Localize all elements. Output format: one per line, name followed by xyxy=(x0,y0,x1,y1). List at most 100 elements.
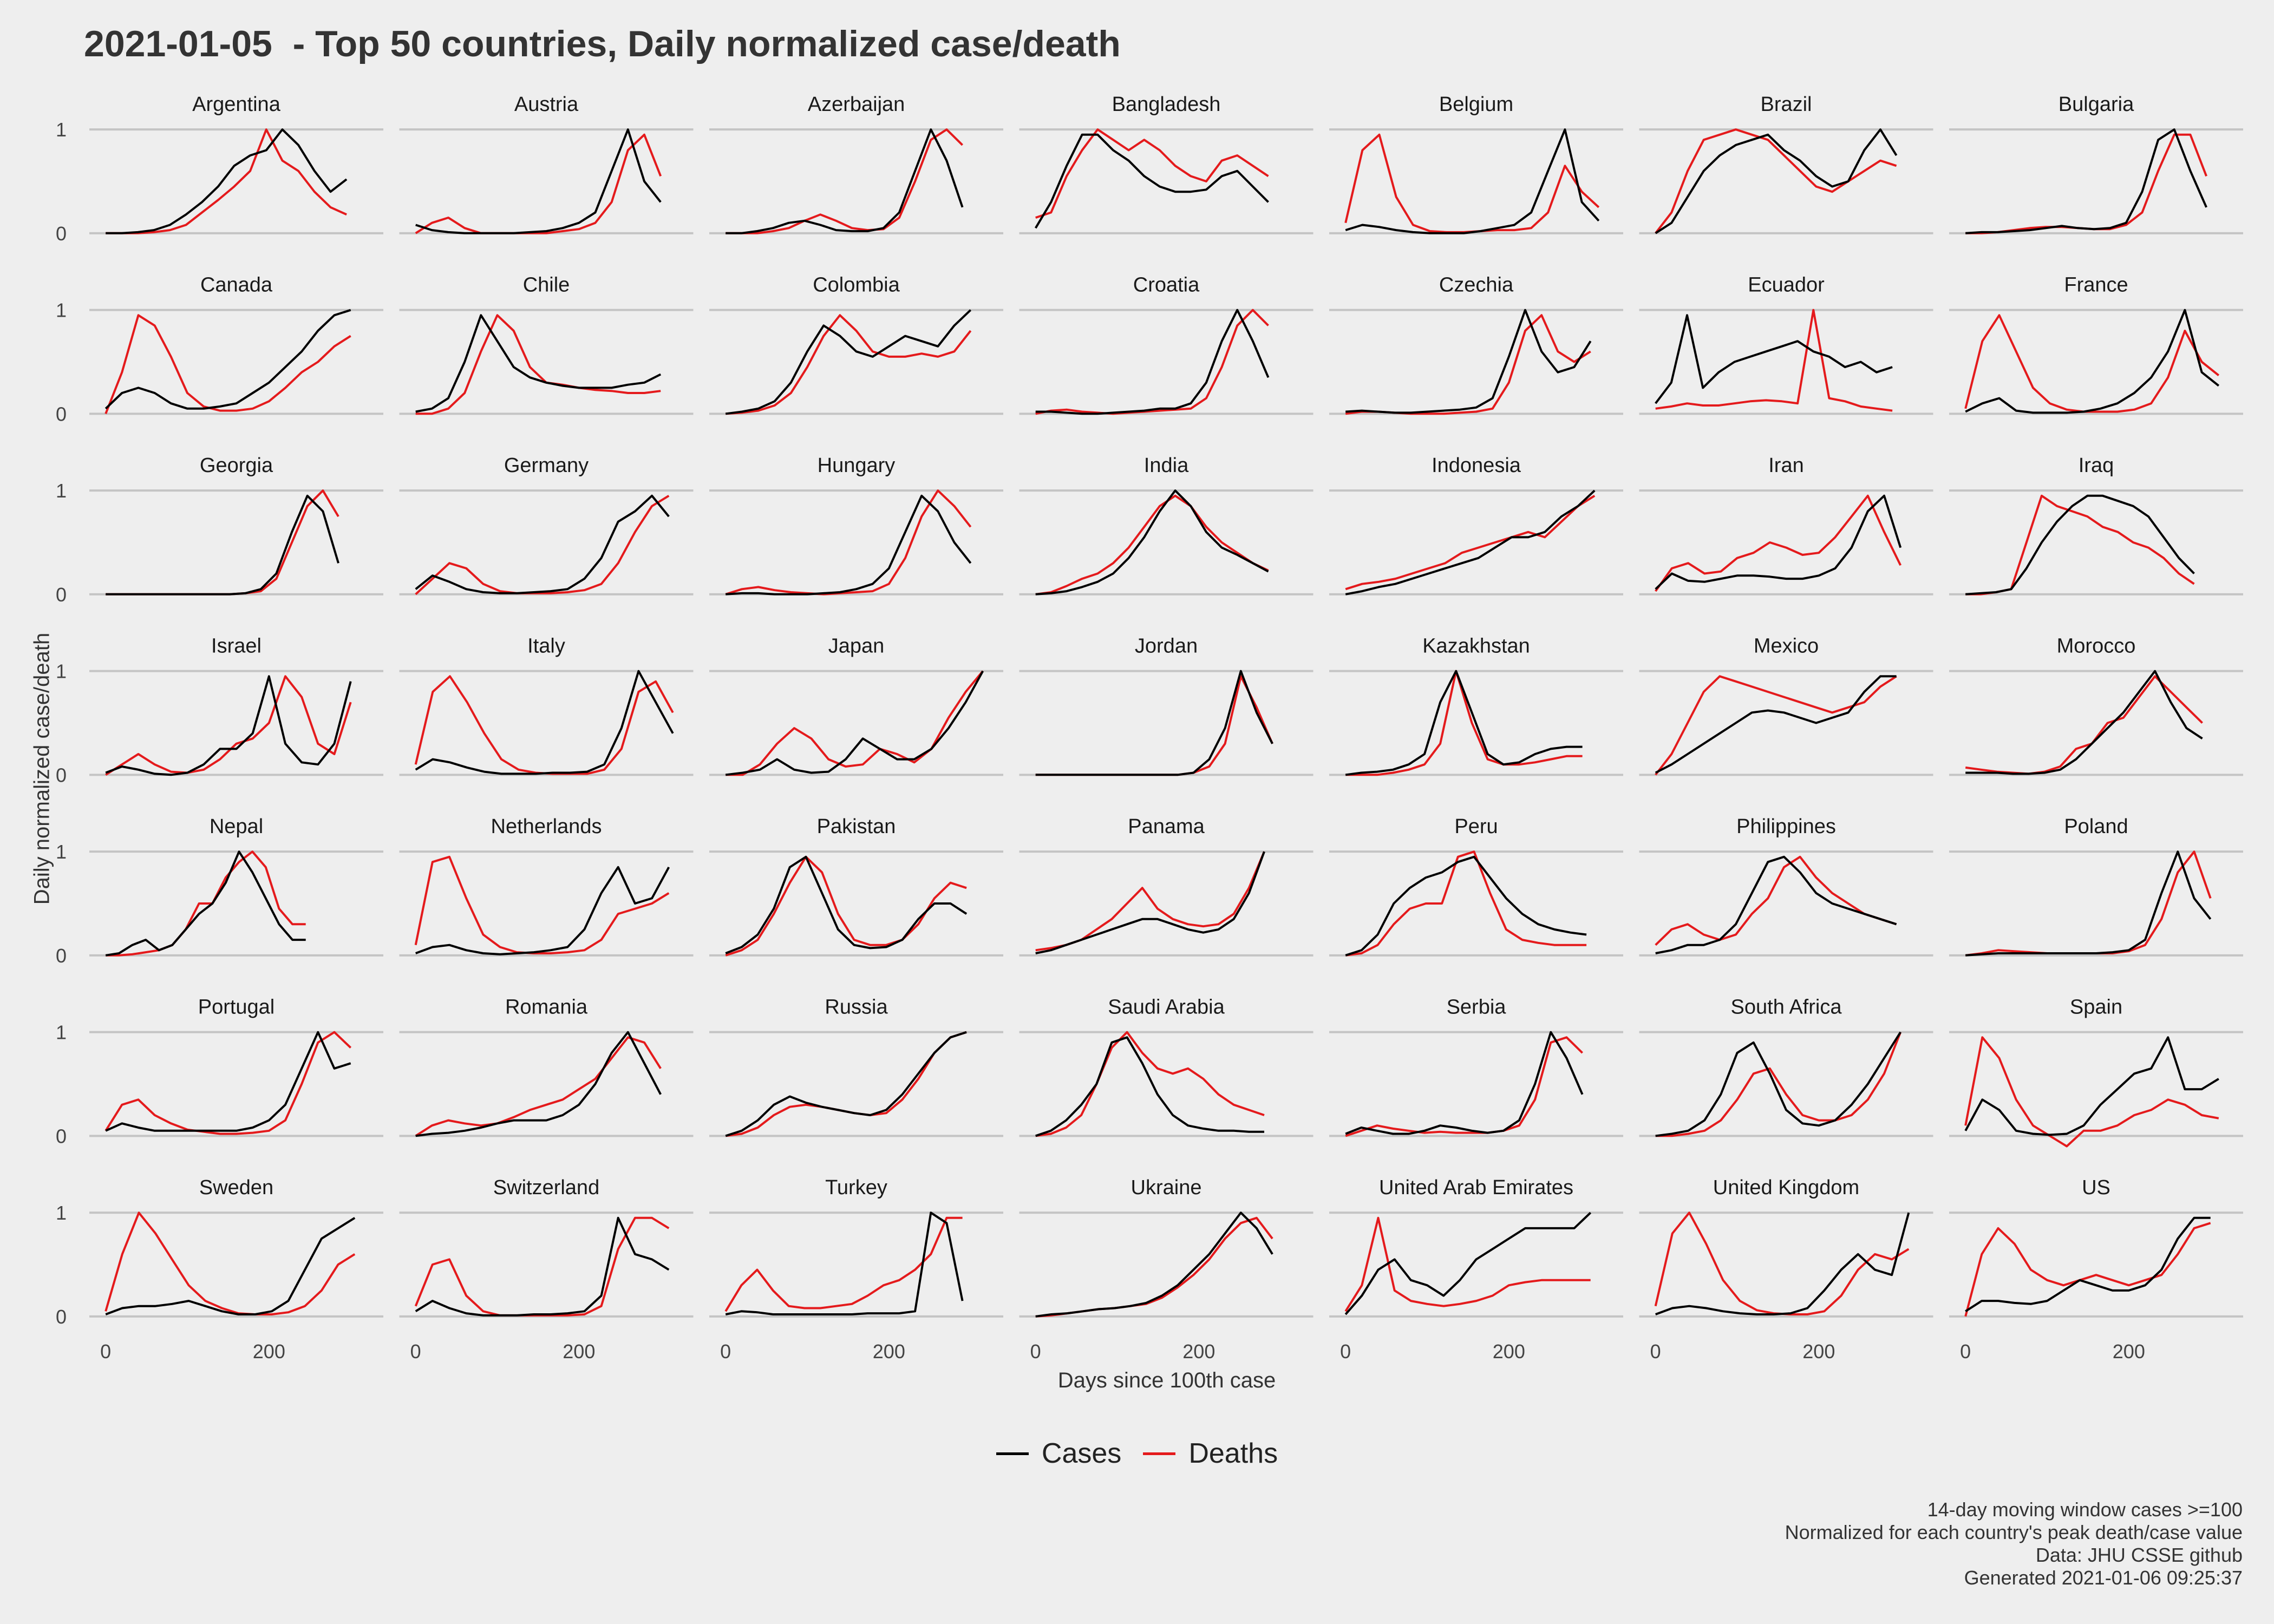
panel-title: India xyxy=(1144,454,1189,477)
series-line-deaths xyxy=(1345,850,1587,957)
panel-jordan: Jordan xyxy=(1019,635,1314,776)
series-line-cases xyxy=(106,128,348,234)
panel-title: Serbia xyxy=(1447,996,1507,1019)
panel-netherlands: Netherlands xyxy=(399,815,694,957)
series-line-deaths xyxy=(726,670,984,776)
series-line-cases xyxy=(1965,494,2195,595)
x-tick-label: 200 xyxy=(563,1340,595,1363)
panel-title: Colombia xyxy=(813,274,900,297)
series-line-deaths xyxy=(1035,494,1269,595)
panel-us: US 0 200 xyxy=(1949,1176,2243,1363)
panel-title: Brazil xyxy=(1760,93,1812,116)
y-tick-label: 0 xyxy=(56,403,67,425)
panel-title: Sweden xyxy=(199,1176,273,1199)
panel-title: Israel xyxy=(211,635,262,658)
legend-label-deaths: Deaths xyxy=(1188,1438,1278,1469)
panel-title: Peru xyxy=(1454,815,1498,838)
panel-bulgaria: Bulgaria xyxy=(1949,93,2243,234)
x-tick-label: 0 xyxy=(410,1340,421,1363)
panel-canada: Canada 0 1 xyxy=(56,274,383,425)
panel-peru: Peru xyxy=(1329,815,1623,957)
legend-key-cases xyxy=(996,1452,1029,1455)
series-line-deaths xyxy=(1655,675,1897,776)
panel-title: Bangladesh xyxy=(1112,93,1221,116)
series-line-deaths xyxy=(1345,314,1591,415)
series-line-deaths xyxy=(1655,494,1901,592)
x-tick-label: 200 xyxy=(1182,1340,1215,1363)
panel-united-arab-emirates: United Arab Emirates 0 200 xyxy=(1329,1176,1623,1363)
panel-title: Argentina xyxy=(192,93,281,116)
chart-title: 2021-01-05 - Top 50 countries, Daily nor… xyxy=(84,23,1121,64)
series-line-cases xyxy=(1965,1216,2211,1312)
panel-mexico: Mexico xyxy=(1639,635,1933,776)
series-line-deaths xyxy=(104,1031,352,1135)
series-line-cases xyxy=(1345,855,1587,957)
x-tick-label: 200 xyxy=(2113,1340,2145,1363)
series-line-deaths xyxy=(726,314,972,415)
x-tick-label: 0 xyxy=(1340,1340,1351,1363)
series-line-deaths xyxy=(105,675,352,776)
x-tick-label: 0 xyxy=(720,1340,731,1363)
series-line-deaths xyxy=(1965,850,2212,957)
panel-title: Panama xyxy=(1128,815,1205,838)
series-line-cases xyxy=(415,494,670,594)
panel-title: Austria xyxy=(514,93,579,116)
panel-ukraine: Ukraine 0 200 xyxy=(1019,1176,1314,1363)
panel-france: France xyxy=(1949,274,2243,415)
series-line-cases xyxy=(415,670,674,775)
panel-title: Croatia xyxy=(1133,274,1200,297)
series-line-cases xyxy=(1035,309,1270,415)
panel-romania: Romania xyxy=(399,996,694,1137)
caption-line-normalized: Normalized for each country's peak death… xyxy=(1785,1521,2243,1543)
series-line-deaths xyxy=(106,850,306,957)
y-tick-label: 0 xyxy=(56,1125,67,1147)
y-tick-label: 0 xyxy=(56,584,67,606)
series-line-cases xyxy=(1965,670,2203,775)
caption-line-generated: Generated 2021-01-06 09:25:37 xyxy=(1964,1567,2243,1589)
panel-india: India xyxy=(1019,454,1314,595)
x-axis-title: Days since 100th case xyxy=(1057,1368,1276,1392)
panel-title: Bulgaria xyxy=(2059,93,2134,116)
panel-brazil: Brazil xyxy=(1639,93,1933,234)
series-line-deaths xyxy=(1655,309,1893,412)
series-line-cases xyxy=(1655,1031,1901,1137)
panel-hungary: Hungary xyxy=(709,454,1003,595)
caption-line-window: 14-day moving window cases >=100 xyxy=(1927,1498,2243,1521)
panel-title: Chile xyxy=(523,274,570,297)
series-line-cases xyxy=(726,494,972,595)
y-tick-label: 1 xyxy=(56,299,67,322)
panel-title: Russia xyxy=(825,996,888,1019)
legend-item-deaths: Deaths xyxy=(1143,1437,1278,1470)
series-line-cases xyxy=(1965,309,2220,414)
panel-title: Hungary xyxy=(818,454,896,477)
legend-key-deaths xyxy=(1143,1452,1176,1455)
series-line-cases xyxy=(1655,494,1902,590)
x-tick-label: 200 xyxy=(873,1340,905,1363)
y-tick-label: 1 xyxy=(56,480,67,502)
panel-title: South Africa xyxy=(1731,996,1842,1019)
panel-title: Indonesia xyxy=(1432,454,1521,477)
series-line-cases xyxy=(1034,133,1269,229)
x-tick-label: 0 xyxy=(1960,1340,1971,1363)
series-line-cases xyxy=(106,494,339,595)
panel-israel: Israel 0 1 xyxy=(56,635,383,786)
legend-item-cases: Cases xyxy=(996,1437,1121,1470)
series-line-deaths xyxy=(1345,1036,1584,1137)
series-line-cases xyxy=(1345,309,1592,414)
panel-croatia: Croatia xyxy=(1019,274,1314,415)
series-line-deaths xyxy=(414,855,670,954)
series-line-deaths xyxy=(415,1036,662,1137)
y-tick-label: 0 xyxy=(56,945,67,967)
panel-czechia: Czechia xyxy=(1329,274,1623,415)
series-line-cases xyxy=(1035,670,1273,776)
series-line-deaths xyxy=(104,1212,356,1315)
panel-turkey: Turkey 0 200 xyxy=(709,1176,1003,1363)
series-line-cases xyxy=(1964,1036,2219,1136)
y-tick-label: 1 xyxy=(56,660,67,683)
series-line-cases xyxy=(725,670,984,776)
series-line-cases xyxy=(1965,850,2212,957)
series-line-deaths xyxy=(106,128,347,234)
panel-nepal: Nepal 0 1 xyxy=(56,815,383,967)
series-line-cases xyxy=(105,1031,351,1132)
